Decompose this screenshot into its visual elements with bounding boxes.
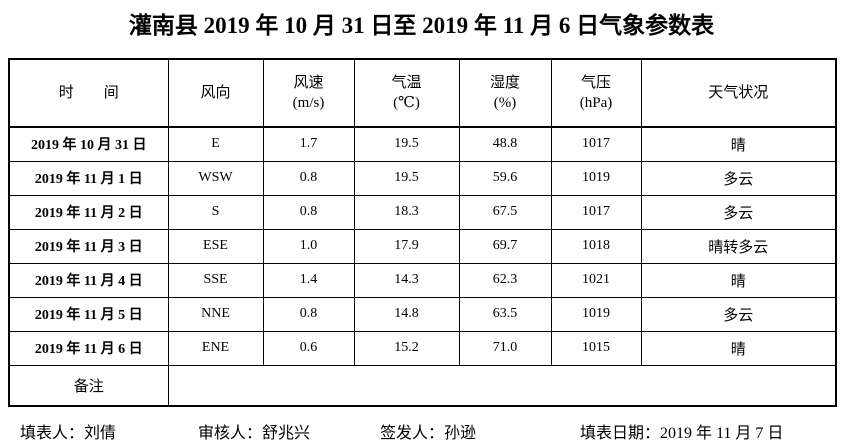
col-header-humidity-unit: (%) bbox=[493, 95, 517, 111]
cell-temperature: 14.3 bbox=[353, 262, 460, 298]
cell-temperature: 17.9 bbox=[353, 228, 460, 264]
footer-issuer: 签发人：孙逊 bbox=[380, 425, 477, 442]
cell-pressure: 1019 bbox=[550, 160, 642, 196]
cell-pressure: 1018 bbox=[550, 228, 642, 264]
cell-wind-speed: 0.8 bbox=[262, 194, 355, 230]
cell-date: 2019 年 10 月 31 日 bbox=[8, 126, 169, 162]
col-header-pressure-label: 气压 bbox=[580, 74, 611, 91]
cell-wind-speed: 1.0 bbox=[262, 228, 355, 264]
footer-preparer: 填表人：刘倩 bbox=[20, 425, 117, 442]
cell-wind-direction: SSE bbox=[167, 262, 264, 298]
cell-pressure: 1017 bbox=[550, 126, 642, 162]
cell-humidity: 69.7 bbox=[458, 228, 552, 264]
col-header-pressure-unit: (hPa) bbox=[579, 95, 613, 111]
table-row: 2019 年 11 月 5 日 NNE 0.8 14.8 63.5 1019 多… bbox=[8, 296, 837, 332]
cell-wind-direction: ESE bbox=[167, 228, 264, 264]
cell-weather: 晴 bbox=[640, 126, 837, 162]
cell-date: 2019 年 11 月 5 日 bbox=[8, 296, 169, 332]
table-row: 2019 年 10 月 31 日 E 1.7 19.5 48.8 1017 晴 bbox=[8, 126, 837, 162]
cell-weather: 晴转多云 bbox=[640, 228, 837, 264]
cell-wind-direction: E bbox=[167, 126, 264, 162]
cell-temperature: 19.5 bbox=[353, 126, 460, 162]
cell-wind-direction: NNE bbox=[167, 296, 264, 332]
col-header-weather-label: 天气状况 bbox=[708, 84, 769, 101]
cell-wind-direction: S bbox=[167, 194, 264, 230]
table-row: 2019 年 11 月 4 日 SSE 1.4 14.3 62.3 1021 晴 bbox=[8, 262, 837, 298]
footer-reviewer: 审核人：舒兆兴 bbox=[198, 425, 311, 442]
col-header-pressure: 气压 (hPa) bbox=[550, 58, 642, 128]
cell-humidity: 71.0 bbox=[458, 330, 552, 366]
cell-wind-speed: 1.7 bbox=[262, 126, 355, 162]
cell-pressure: 1017 bbox=[550, 194, 642, 230]
weather-parameter-table: 时 间 风向 风速 (m/s) 气温 (℃) 湿度 (%) 气压 (hPa) 天气状况 … bbox=[8, 58, 837, 407]
table-row: 2019 年 11 月 1 日 WSW 0.8 19.5 59.6 1019 多… bbox=[8, 160, 837, 196]
cell-weather: 多云 bbox=[640, 160, 837, 196]
cell-temperature: 15.2 bbox=[353, 330, 460, 366]
cell-wind-speed: 0.6 bbox=[262, 330, 355, 366]
cell-pressure: 1015 bbox=[550, 330, 642, 366]
col-header-humidity-label: 湿度 bbox=[489, 74, 520, 91]
cell-weather: 多云 bbox=[640, 194, 837, 230]
cell-wind-speed: 1.4 bbox=[262, 262, 355, 298]
col-header-wind-direction-label: 风向 bbox=[200, 84, 231, 101]
col-header-weather: 天气状况 bbox=[640, 58, 837, 128]
cell-wind-speed: 0.8 bbox=[262, 296, 355, 332]
remark-row: 备注 bbox=[8, 364, 837, 407]
cell-wind-direction: WSW bbox=[167, 160, 264, 196]
cell-date: 2019 年 11 月 3 日 bbox=[8, 228, 169, 264]
col-header-temperature-unit: (℃) bbox=[393, 95, 420, 111]
remark-label: 备注 bbox=[8, 364, 169, 407]
cell-humidity: 63.5 bbox=[458, 296, 552, 332]
cell-weather: 晴 bbox=[640, 262, 837, 298]
cell-weather: 多云 bbox=[640, 296, 837, 332]
cell-temperature: 14.8 bbox=[353, 296, 460, 332]
cell-pressure: 1019 bbox=[550, 296, 642, 332]
col-header-wind-speed: 风速 (m/s) bbox=[262, 58, 355, 128]
col-header-temperature: 气温 (℃) bbox=[353, 58, 460, 128]
table-row: 2019 年 11 月 6 日 ENE 0.6 15.2 71.0 1015 晴 bbox=[8, 330, 837, 366]
page-title: 灌南县 2019 年 10 月 31 日至 2019 年 11 月 6 日气象参… bbox=[128, 13, 715, 38]
cell-date: 2019 年 11 月 1 日 bbox=[8, 160, 169, 196]
col-header-time-label: 时 间 bbox=[58, 84, 119, 101]
col-header-humidity: 湿度 (%) bbox=[458, 58, 552, 128]
footer-fill-date: 填表日期：2019 年 11 月 7 日 bbox=[580, 425, 784, 442]
col-header-wind-speed-label: 风速 bbox=[293, 74, 324, 91]
cell-date: 2019 年 11 月 2 日 bbox=[8, 194, 169, 230]
cell-humidity: 67.5 bbox=[458, 194, 552, 230]
cell-humidity: 62.3 bbox=[458, 262, 552, 298]
table-row: 2019 年 11 月 2 日 S 0.8 18.3 67.5 1017 多云 bbox=[8, 194, 837, 230]
cell-wind-direction: ENE bbox=[167, 330, 264, 366]
cell-pressure: 1021 bbox=[550, 262, 642, 298]
col-header-wind-direction: 风向 bbox=[167, 58, 264, 128]
col-header-temperature-label: 气温 bbox=[391, 74, 422, 91]
col-header-wind-speed-unit: (m/s) bbox=[292, 95, 325, 111]
cell-humidity: 59.6 bbox=[458, 160, 552, 196]
cell-weather: 晴 bbox=[640, 330, 837, 366]
cell-temperature: 19.5 bbox=[353, 160, 460, 196]
cell-wind-speed: 0.8 bbox=[262, 160, 355, 196]
remark-value bbox=[167, 364, 837, 407]
col-header-time: 时 间 bbox=[8, 58, 169, 128]
cell-temperature: 18.3 bbox=[353, 194, 460, 230]
table-row: 2019 年 11 月 3 日 ESE 1.0 17.9 69.7 1018 晴… bbox=[8, 228, 837, 264]
header-row: 时 间 风向 风速 (m/s) 气温 (℃) 湿度 (%) 气压 (hPa) 天气状况 bbox=[8, 58, 837, 128]
cell-date: 2019 年 11 月 4 日 bbox=[8, 262, 169, 298]
cell-date: 2019 年 11 月 6 日 bbox=[8, 330, 169, 366]
cell-humidity: 48.8 bbox=[458, 126, 552, 162]
